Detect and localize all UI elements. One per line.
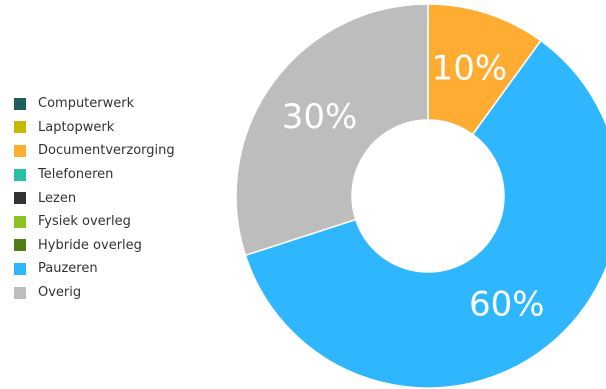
legend-label: Computerwerk xyxy=(38,96,135,112)
legend-swatch xyxy=(14,144,26,157)
legend-item-telefoneren[interactable]: Telefoneren xyxy=(14,163,175,187)
legend-item-lezen[interactable]: Lezen xyxy=(14,186,175,210)
legend-swatch xyxy=(14,168,26,181)
slice-overig[interactable] xyxy=(235,3,429,257)
legend-swatch xyxy=(14,192,26,205)
legend-item-documentverzorging[interactable]: Documentverzorging xyxy=(14,139,175,163)
legend-label: Lezen xyxy=(38,190,77,206)
legend-item-computerwerk[interactable]: Computerwerk xyxy=(14,92,175,116)
legend-swatch xyxy=(14,262,26,275)
legend-item-pauzeren[interactable]: Pauzeren xyxy=(14,257,175,281)
legend-item-overig[interactable]: Overig xyxy=(14,281,175,305)
legend-item-fysiek-overleg[interactable]: Fysiek overleg xyxy=(14,210,175,234)
legend-label: Laptopwerk xyxy=(38,119,115,135)
chart-legend: Computerwerk Laptopwerk Documentverzorgi… xyxy=(14,92,175,304)
legend-label: Fysiek overleg xyxy=(38,214,131,230)
slice-pauzeren[interactable] xyxy=(244,39,606,389)
legend-swatch xyxy=(14,97,26,110)
legend-swatch xyxy=(14,121,26,134)
legend-label: Pauzeren xyxy=(38,261,98,277)
legend-item-laptopwerk[interactable]: Laptopwerk xyxy=(14,116,175,140)
legend-swatch xyxy=(14,239,26,252)
slice-label-documentverzorging: 10% xyxy=(432,49,508,89)
legend-label: Telefoneren xyxy=(38,167,114,183)
slice-label-pauzeren: 60% xyxy=(469,284,545,324)
legend-swatch xyxy=(14,215,26,228)
legend-label: Documentverzorging xyxy=(38,143,175,159)
legend-item-hybride-overleg[interactable]: Hybride overleg xyxy=(14,234,175,258)
legend-swatch xyxy=(14,286,26,299)
legend-label: Overig xyxy=(38,285,82,301)
slice-label-overig: 30% xyxy=(282,97,358,137)
legend-label: Hybride overleg xyxy=(38,237,142,253)
